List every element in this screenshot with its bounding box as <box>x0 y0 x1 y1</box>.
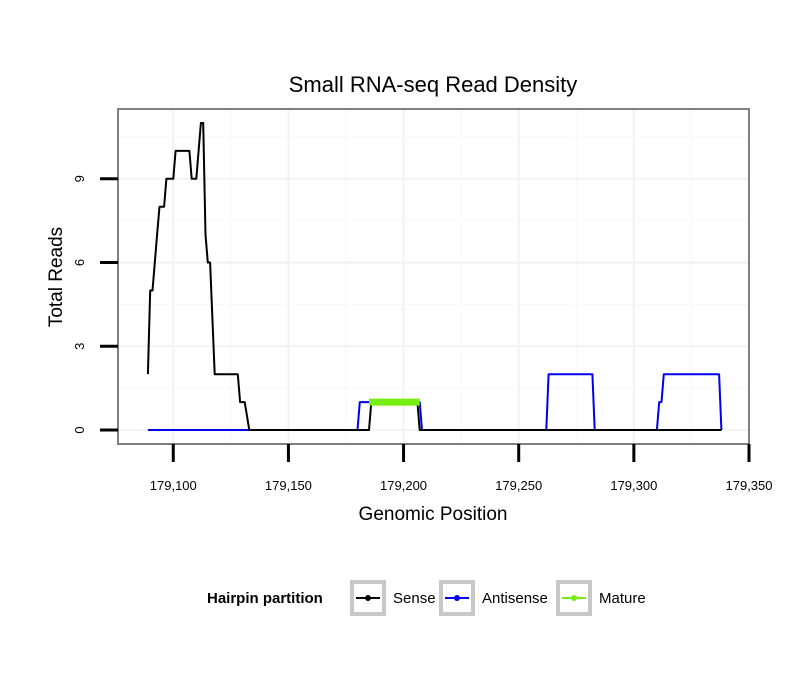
y-tick-label: 6 <box>72 259 87 266</box>
legend-label: Mature <box>599 590 646 607</box>
x-axis-title: Genomic Position <box>359 504 508 525</box>
y-tick-label: 9 <box>72 175 87 182</box>
x-tick-label: 179,200 <box>380 478 427 493</box>
axes: 179,100 179,150 179,200 179,250 179,300 179,3… <box>72 175 773 493</box>
x-tick-label: 179,250 <box>495 478 542 493</box>
y-axis-title: Total Reads <box>46 227 67 327</box>
x-tick-label: 179,300 <box>610 478 657 493</box>
y-tick-label: 0 <box>72 426 87 433</box>
grid-lines <box>118 109 750 444</box>
legend-label: Sense <box>393 590 436 607</box>
series-line-antisense <box>147 373 723 431</box>
x-tick-label: 179,100 <box>150 478 197 493</box>
legend-entry-antisense: Antisense <box>439 580 548 616</box>
series-line-sense <box>146 122 722 431</box>
legend-label: Antisense <box>482 590 548 607</box>
legend-title: Hairpin partition <box>207 590 323 607</box>
legend-key-point <box>454 595 460 601</box>
legend-entry-sense: Sense <box>350 580 436 616</box>
chart-title: Small RNA-seq Read Density <box>289 72 578 97</box>
y-tick-label: 3 <box>72 343 87 350</box>
x-tick-label: 179,150 <box>265 478 312 493</box>
legend: Hairpin partition Sense Antisense Mature <box>207 580 646 616</box>
series-layer <box>146 122 723 431</box>
legend-key-point <box>571 595 577 601</box>
legend-entry-mature: Mature <box>556 580 646 616</box>
plot-panel-border <box>117 108 750 445</box>
x-tick-label: 179,350 <box>726 478 773 493</box>
legend-key-point <box>365 595 371 601</box>
